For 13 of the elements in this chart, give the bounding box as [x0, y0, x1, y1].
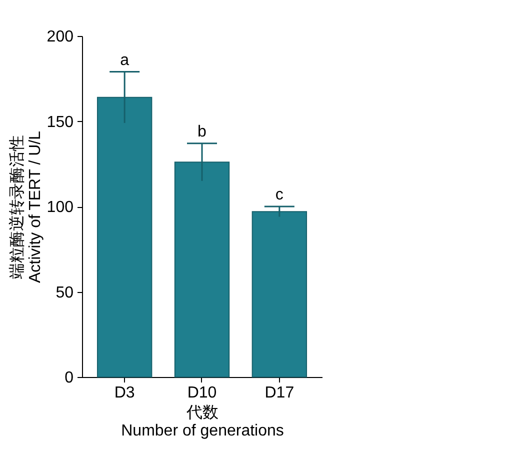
- annotation: a: [120, 52, 130, 69]
- y-tick-label: 100: [46, 199, 74, 216]
- x-tick-label: D17: [264, 384, 294, 402]
- y-axis-title: 端粒酶逆转录酶活性 Activity of TERT / U/L: [8, 130, 44, 284]
- x-axis-title: 代数 Number of generations: [121, 404, 284, 440]
- x-tick-label: D10: [187, 384, 217, 402]
- annotation: b: [198, 123, 207, 140]
- y-tick-label: 150: [46, 114, 74, 131]
- y-tick-label: 200: [46, 28, 74, 46]
- x-tick-label: D3: [114, 384, 135, 402]
- annotation: c: [275, 186, 284, 204]
- y-tick-label: 50: [56, 284, 74, 302]
- y-tick-label: 0: [64, 370, 74, 386]
